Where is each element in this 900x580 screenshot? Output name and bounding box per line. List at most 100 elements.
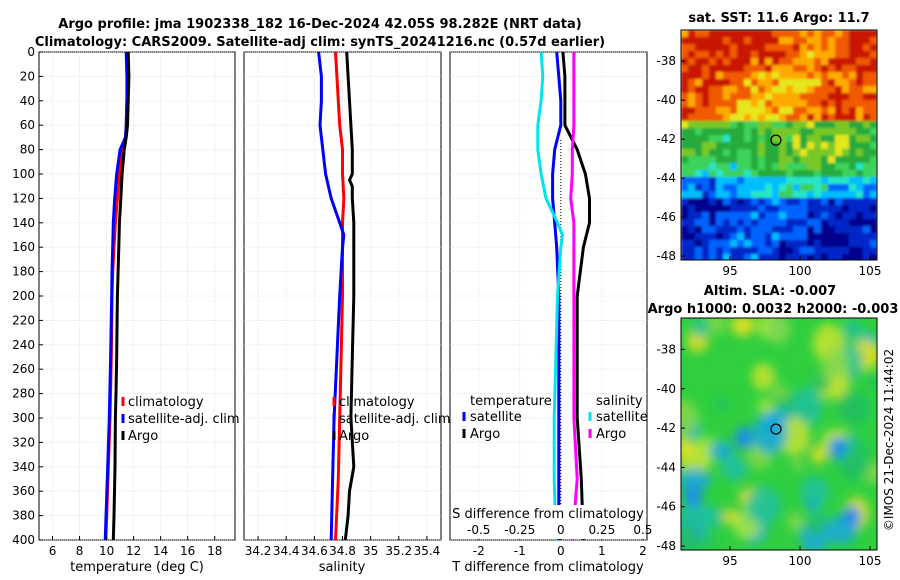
sst-cell (688, 58, 696, 66)
sst-cell (793, 37, 801, 45)
sst-cell (716, 135, 724, 143)
sst-cell (681, 72, 689, 80)
sst-cell (828, 212, 836, 220)
sst-cell (751, 254, 759, 260)
sst-cell (695, 226, 703, 234)
sst-cell (800, 58, 808, 66)
sst-cell (835, 247, 843, 255)
sst-cell (695, 219, 703, 227)
sst-cell (744, 240, 752, 248)
sst-cell (772, 170, 780, 178)
sst-cell (828, 163, 836, 171)
sst-cell (772, 58, 780, 66)
sst-cell (856, 135, 864, 143)
sst-cell (863, 121, 871, 129)
sst-cell (814, 191, 822, 199)
sst-cell (863, 100, 871, 108)
sst-cell (702, 198, 710, 206)
sst-cell (765, 58, 773, 66)
temperature-legend: climatology satellite-adj. clim Argo (121, 395, 240, 444)
sst-cell (793, 198, 801, 206)
sst-cell (751, 37, 759, 45)
sst-cell (730, 142, 738, 150)
sst-cell (702, 170, 710, 178)
sst-cell (863, 226, 871, 234)
sst-cell (849, 58, 857, 66)
sst-cell (863, 254, 871, 260)
sst-cell (800, 128, 808, 136)
sst-cell (849, 198, 857, 206)
sst-cell (681, 191, 689, 199)
sst-cell (758, 177, 766, 185)
sst-cell (779, 72, 787, 80)
sst-cell (695, 86, 703, 94)
sst-cell (870, 37, 877, 45)
sst-cell (758, 72, 766, 80)
sst-cell (716, 51, 724, 59)
sst-cell (779, 177, 787, 185)
sst-cell (835, 240, 843, 248)
sst-cell (772, 30, 780, 38)
sla-blob (767, 318, 791, 344)
sst-cell (737, 135, 745, 143)
legend-climatology: climatology (128, 395, 204, 410)
sst-cell (681, 93, 689, 101)
sla-blob (867, 374, 877, 387)
sst-cell (695, 170, 703, 178)
sst-cell (870, 184, 877, 192)
sst-cell (863, 212, 871, 220)
sst-cell (863, 114, 871, 122)
sst-cell (828, 177, 836, 185)
sst-cell (737, 128, 745, 136)
sst-cell (821, 184, 829, 192)
sst-cell (821, 163, 829, 171)
sla-blob (843, 320, 863, 340)
sst-cell (800, 142, 808, 150)
sst-cell (793, 107, 801, 115)
sst-cell (856, 79, 864, 87)
sst-cell (744, 149, 752, 157)
sst-cell (702, 191, 710, 199)
sst-cell (835, 128, 843, 136)
sla-blob (809, 372, 831, 393)
ytick-label: 100 (12, 167, 35, 181)
sst-cell (793, 93, 801, 101)
sst-cell (730, 128, 738, 136)
sst-cell (730, 163, 738, 171)
sst-cell (842, 191, 850, 199)
sst-cell (765, 198, 773, 206)
sst-cell (828, 58, 836, 66)
sst-cell (681, 205, 689, 213)
sst-cell (688, 72, 696, 80)
sst-cell (716, 184, 724, 192)
sst-cell (849, 177, 857, 185)
sst-cell (835, 37, 843, 45)
sla-blob (713, 398, 730, 411)
sst-cell (870, 142, 877, 150)
sst-cell (765, 79, 773, 87)
sst-cell (849, 100, 857, 108)
sst-cell (814, 233, 822, 241)
s-xtick-label: 0 (557, 523, 565, 537)
sst-cell (849, 107, 857, 115)
sst-cell (723, 107, 731, 115)
sst-cell (765, 135, 773, 143)
sst-cell (744, 114, 752, 122)
sst-cell (730, 240, 738, 248)
salinity-grid (244, 51, 441, 541)
sst-cell (849, 135, 857, 143)
sst-cell (730, 114, 738, 122)
sst-cell (716, 65, 724, 73)
sst-cell (793, 128, 801, 136)
sst-cell (730, 247, 738, 255)
sst-cell (772, 44, 780, 52)
sst-cell (744, 72, 752, 80)
sst-cell (716, 240, 724, 248)
sst-cell (821, 37, 829, 45)
sst-cell (695, 37, 703, 45)
sst-cell (751, 233, 759, 241)
sst-cell (758, 163, 766, 171)
sst-cell (772, 100, 780, 108)
sst-cell (835, 226, 843, 234)
ytick-label: 200 (12, 289, 35, 303)
